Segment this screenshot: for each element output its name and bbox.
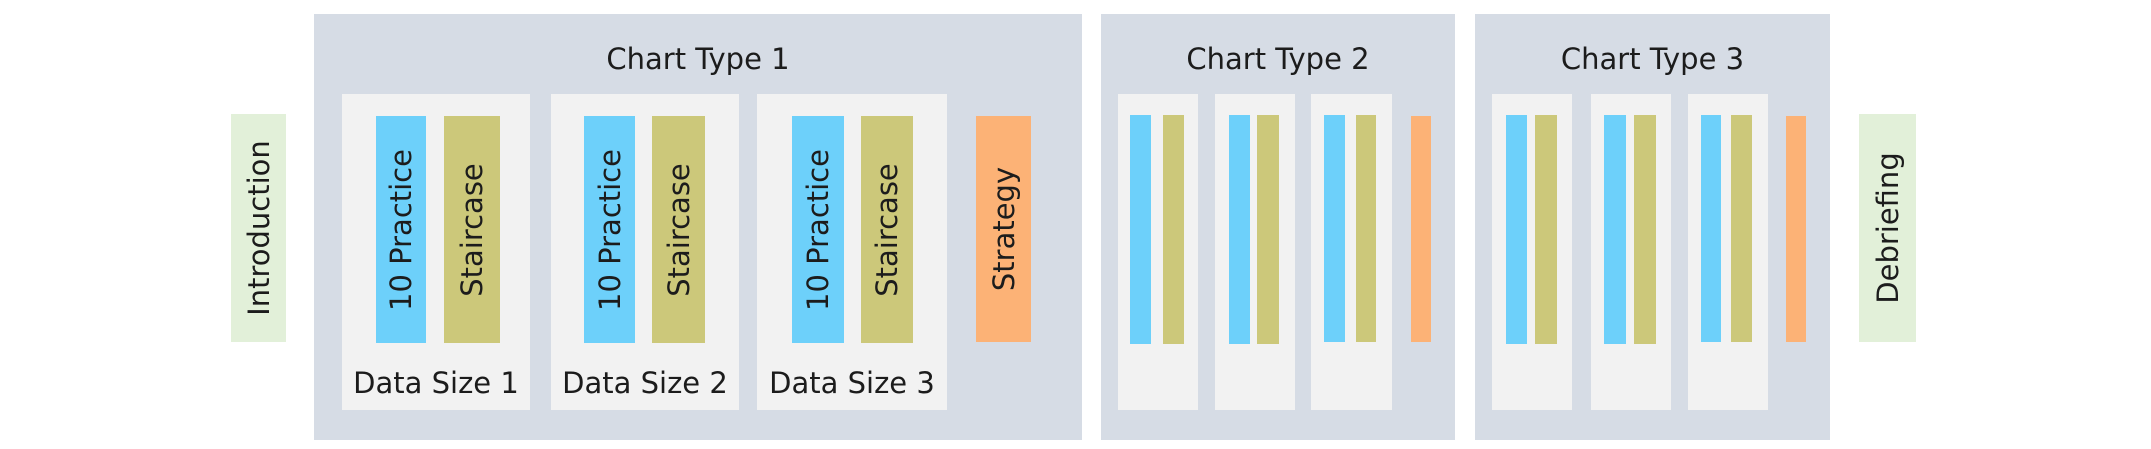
debriefing-block: Debriefing	[1859, 114, 1916, 342]
practice-label: 10 Practice	[384, 148, 418, 311]
staircase-block	[1163, 115, 1184, 344]
staircase-block: Staircase	[861, 116, 913, 343]
practice-block: 10 Practice	[584, 116, 635, 343]
staircase-block: Staircase	[652, 116, 705, 343]
staircase-block	[1356, 115, 1376, 342]
chart-type-2-panel: Chart Type 2	[1101, 14, 1455, 440]
staircase-block: Staircase	[444, 116, 500, 343]
practice-block	[1506, 115, 1527, 344]
data-size-group	[1118, 94, 1198, 410]
staircase-label: Staircase	[870, 162, 904, 297]
practice-block	[1130, 115, 1151, 344]
practice-block	[1604, 115, 1626, 344]
data-size-1-group: 10 Practice Staircase Data Size 1	[342, 94, 530, 410]
practice-block	[1701, 115, 1721, 342]
practice-block: 10 Practice	[376, 116, 426, 343]
strategy-block: Strategy	[976, 116, 1031, 342]
practice-block: 10 Practice	[792, 116, 844, 343]
chart-type-3-panel: Chart Type 3	[1475, 14, 1830, 440]
data-size-2-label: Data Size 2	[562, 366, 728, 400]
data-size-group	[1311, 94, 1392, 410]
strategy-block	[1411, 116, 1431, 342]
strategy-block	[1786, 116, 1806, 342]
staircase-block	[1731, 115, 1752, 342]
practice-label: 10 Practice	[592, 148, 627, 311]
data-size-group	[1591, 94, 1671, 410]
data-size-3-label: Data Size 3	[769, 366, 935, 400]
chart-type-3-title: Chart Type 3	[1560, 42, 1745, 76]
introduction-block: Introduction	[231, 114, 286, 342]
staircase-label: Staircase	[661, 162, 696, 297]
practice-block	[1324, 115, 1345, 342]
chart-type-1-panel: Chart Type 1 10 Practice Staircase Data …	[314, 14, 1082, 440]
introduction-label: Introduction	[241, 140, 276, 316]
data-size-1-label: Data Size 1	[353, 366, 519, 400]
chart-type-2-title: Chart Type 2	[1186, 42, 1370, 76]
practice-label: 10 Practice	[801, 148, 835, 311]
staircase-label: Staircase	[455, 162, 489, 297]
data-size-group	[1492, 94, 1572, 410]
staircase-block	[1535, 115, 1557, 344]
data-size-3-group: 10 Practice Staircase Data Size 3	[757, 94, 947, 410]
chart-type-1-title: Chart Type 1	[606, 42, 790, 76]
practice-block	[1229, 115, 1250, 344]
staircase-block	[1257, 115, 1279, 344]
data-size-2-group: 10 Practice Staircase Data Size 2	[551, 94, 739, 410]
data-size-group	[1215, 94, 1295, 410]
staircase-block	[1634, 115, 1656, 344]
data-size-group	[1688, 94, 1768, 410]
debriefing-label: Debriefing	[1870, 152, 1905, 304]
strategy-label: Strategy	[986, 166, 1021, 292]
